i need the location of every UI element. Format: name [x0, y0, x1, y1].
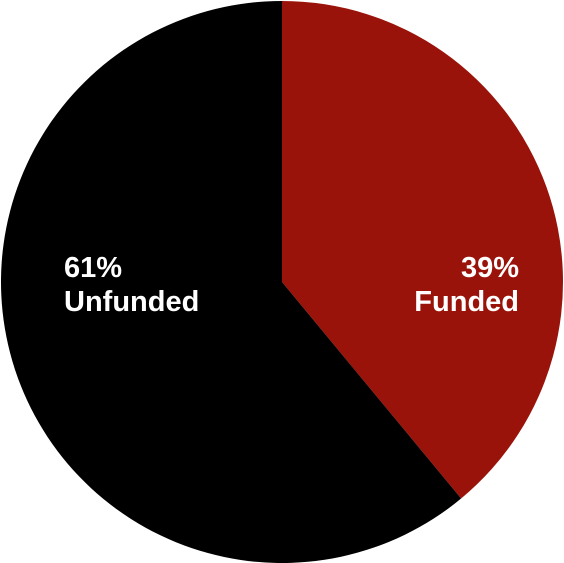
unfunded-name-label: Unfunded: [64, 286, 199, 318]
funded-name-label: Funded: [414, 286, 519, 318]
slice-unfunded: [0, 1, 462, 563]
unfunded-percent-label: 61%: [64, 252, 122, 284]
funded-percent-label: 39%: [461, 252, 519, 284]
slice-funded: [282, 1, 563, 499]
